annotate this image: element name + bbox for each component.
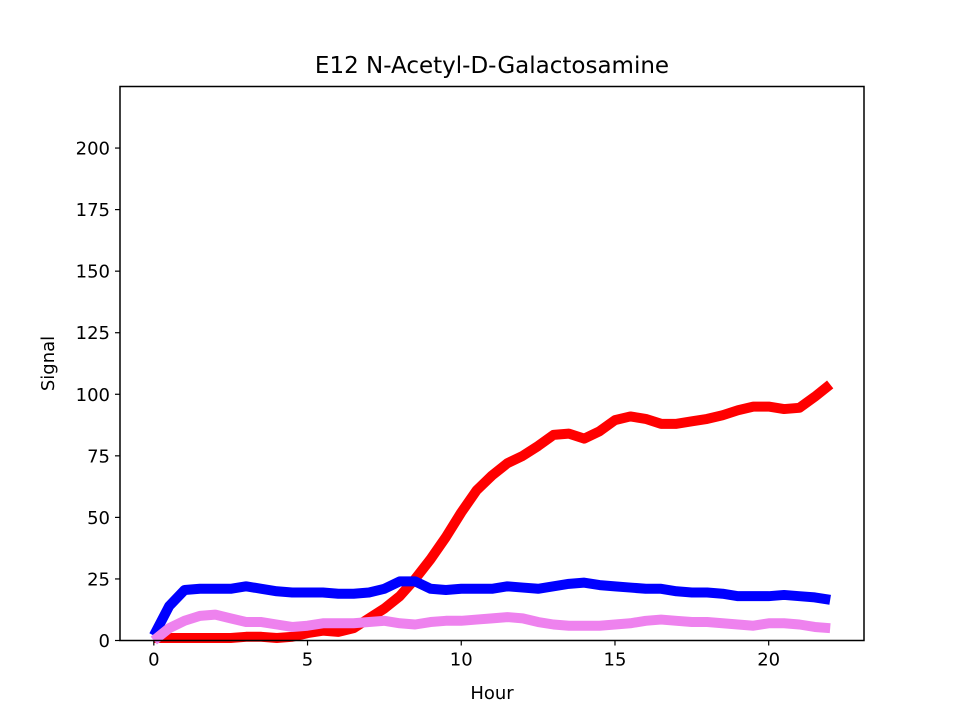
series-line-3 (150, 609, 831, 645)
x-tick-label: 5 (302, 650, 313, 671)
y-tick-label: 175 (76, 200, 110, 221)
series-line-1 (153, 380, 834, 644)
y-tick-label: 125 (76, 323, 110, 344)
y-tick-label: 25 (87, 569, 110, 590)
x-axis-ticks: 0 5 10 15 20 (148, 640, 780, 671)
y-tick-label: 50 (87, 508, 110, 529)
x-tick-label: 15 (604, 650, 627, 671)
x-tick-label: 0 (148, 650, 159, 671)
y-axis-label: Signal (38, 336, 59, 391)
y-axis-ticks: 0 25 50 75 100 125 150 175 200 (76, 139, 120, 652)
chart-title: E12 N-Acetyl-D-Galactosamine (315, 53, 669, 79)
x-axis-label: Hour (470, 683, 514, 704)
y-tick-label: 200 (76, 139, 110, 160)
plot-lines (149, 380, 834, 645)
x-tick-label: 20 (757, 650, 780, 671)
y-tick-label: 75 (87, 446, 110, 467)
plot-area-frame (119, 85, 865, 642)
y-tick-label: 0 (99, 631, 110, 652)
series-line-2 (149, 576, 831, 638)
y-tick-label: 100 (76, 385, 110, 406)
x-tick-label: 10 (450, 650, 473, 671)
y-tick-label: 150 (76, 262, 110, 283)
